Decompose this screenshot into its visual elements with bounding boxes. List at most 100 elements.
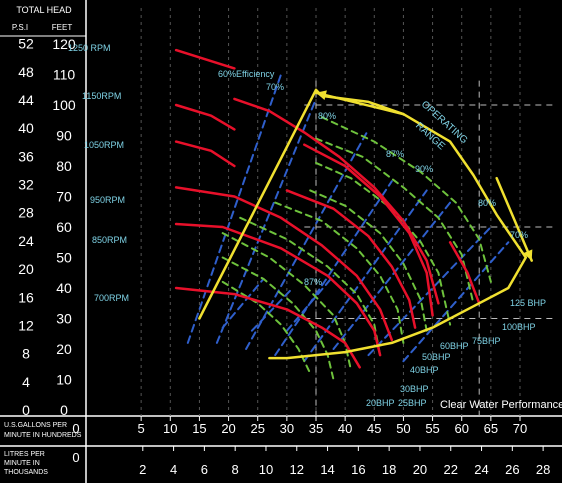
lpm-axis-label: THOUSANDS <box>4 469 48 476</box>
rpm-curve-label: 850RPM <box>92 235 127 245</box>
rpm-curve <box>285 189 417 329</box>
feet-tick-label: 30 <box>56 311 72 327</box>
operating-range-arrow-shaft <box>495 176 533 262</box>
usgpm-tick-label: 10 <box>163 421 177 436</box>
psi-tick-label: 32 <box>18 177 34 193</box>
lpm-tick-label: 20 <box>413 462 427 477</box>
bhp-curve <box>315 137 475 305</box>
usgpm-tick-label: 15 <box>192 421 206 436</box>
bhp-curve-label: 75BHP <box>472 336 501 346</box>
lpm-axis-label: LITRES PER <box>4 451 45 458</box>
rpm-curve <box>174 286 361 369</box>
lpm-tick-label: 14 <box>320 462 334 477</box>
lpm-tick-label: 2 <box>139 462 146 477</box>
rpm-curve <box>174 186 394 342</box>
efficiency-line <box>245 128 370 350</box>
feet-tick-label: 10 <box>56 372 72 388</box>
lpm-tick-label: 24 <box>474 462 488 477</box>
chart-title: Clear Water Performance <box>440 399 562 411</box>
psi-tick-label: 16 <box>18 289 34 305</box>
usgpm-tick-label: 35 <box>309 421 323 436</box>
operating-range-arrowhead <box>316 90 327 101</box>
rpm-curve <box>174 103 236 131</box>
bhp-curve <box>320 116 492 283</box>
lpm-tick-label: 6 <box>201 462 208 477</box>
bhp-curve-label: 50BHP <box>422 352 451 362</box>
lpm-tick-label: 10 <box>259 462 273 477</box>
feet-tick-label: 80 <box>56 158 72 174</box>
efficiency-label: 87% <box>304 277 322 287</box>
psi-tick-label: 40 <box>18 120 34 136</box>
rpm-curve-label: 1150RPM <box>82 91 121 101</box>
lpm-tick-label: 26 <box>505 462 519 477</box>
operating-range-arrow-shaft <box>314 91 405 116</box>
lpm-tick-label: 4 <box>170 462 177 477</box>
efficiency-line <box>402 241 510 363</box>
bhp-curve <box>221 232 352 372</box>
efficiency-line <box>250 287 294 332</box>
feet-tick-label: 70 <box>56 189 72 205</box>
psi-tick-label: 48 <box>18 64 34 80</box>
usgpm-tick-label: 20 <box>221 421 235 436</box>
rpm-curve-label: 700RPM <box>94 293 129 303</box>
feet-tick-label: 120 <box>52 36 76 52</box>
usgpm-tick-label: 0 <box>72 421 79 436</box>
feet-tick-label: 50 <box>56 250 72 266</box>
psi-tick-label: 4 <box>22 374 30 390</box>
efficiency-line <box>221 277 265 329</box>
efficiency-line <box>285 274 335 332</box>
header-feet: FEET <box>52 23 73 32</box>
usgpm-axis-label: MINUTE IN HUNDREDS <box>4 432 82 439</box>
psi-tick-label: 52 <box>18 36 34 52</box>
rpm-curve <box>174 48 236 70</box>
efficiency-line <box>332 201 452 350</box>
lpm-tick-label: 28 <box>536 462 550 477</box>
bhp-curve-label: 125 BHP <box>510 298 546 308</box>
psi-tick-label: 24 <box>18 233 34 249</box>
bhp-curve-label: 60BHP <box>440 341 469 351</box>
usgpm-tick-label: 5 <box>138 421 145 436</box>
efficiency-line <box>215 97 317 344</box>
header-psi: P.S.I <box>12 23 28 32</box>
usgpm-tick-label: 25 <box>250 421 264 436</box>
rpm-curve <box>448 241 481 305</box>
psi-tick-label: 12 <box>18 317 34 333</box>
psi-tick-label: 28 <box>18 205 34 221</box>
lpm-tick-label: 18 <box>382 462 396 477</box>
rpm-curve-label: 1250 RPM <box>68 43 111 53</box>
usgpm-tick-label: 65 <box>484 421 498 436</box>
lpm-tick-label: 16 <box>351 462 365 477</box>
usgpm-tick-label: 40 <box>338 421 352 436</box>
efficiency-label: 80% <box>478 198 496 208</box>
usgpm-tick-label: 70 <box>513 421 527 436</box>
header-total-head: TOTAL HEAD <box>16 5 72 15</box>
rpm-curve <box>174 222 382 357</box>
lpm-tick-label: 12 <box>290 462 304 477</box>
rpm-curve <box>303 143 434 317</box>
bhp-curve-label: 100BHP <box>502 322 536 332</box>
psi-tick-label: 36 <box>18 148 34 164</box>
bhp-curve <box>309 189 428 332</box>
usgpm-tick-label: 50 <box>396 421 410 436</box>
feet-tick-label: 20 <box>56 341 72 357</box>
efficiency-label: 80% <box>318 111 336 121</box>
rpm-curve <box>174 140 236 168</box>
usgpm-axis-label: U.S.GALLONS PER <box>4 422 67 429</box>
bhp-curve-label: 30BHP <box>400 384 429 394</box>
feet-tick-label: 90 <box>56 128 72 144</box>
efficiency-label: 60%Efficiency <box>218 69 275 79</box>
feet-tick-label: 40 <box>56 280 72 296</box>
rpm-curve-label: 950RPM <box>90 195 125 205</box>
feet-tick-label: 60 <box>56 219 72 235</box>
lpm-tick-label: 0 <box>72 450 79 465</box>
bhp-curve <box>221 256 335 381</box>
rpm-curve <box>233 97 440 305</box>
psi-tick-label: 8 <box>22 346 30 362</box>
rpm-curve-label: 1050RPM <box>84 140 124 150</box>
lpm-tick-label: 8 <box>232 462 239 477</box>
bhp-curve <box>239 216 382 357</box>
feet-tick-label: 0 <box>60 402 68 418</box>
efficiency-label: 70% <box>266 82 284 92</box>
